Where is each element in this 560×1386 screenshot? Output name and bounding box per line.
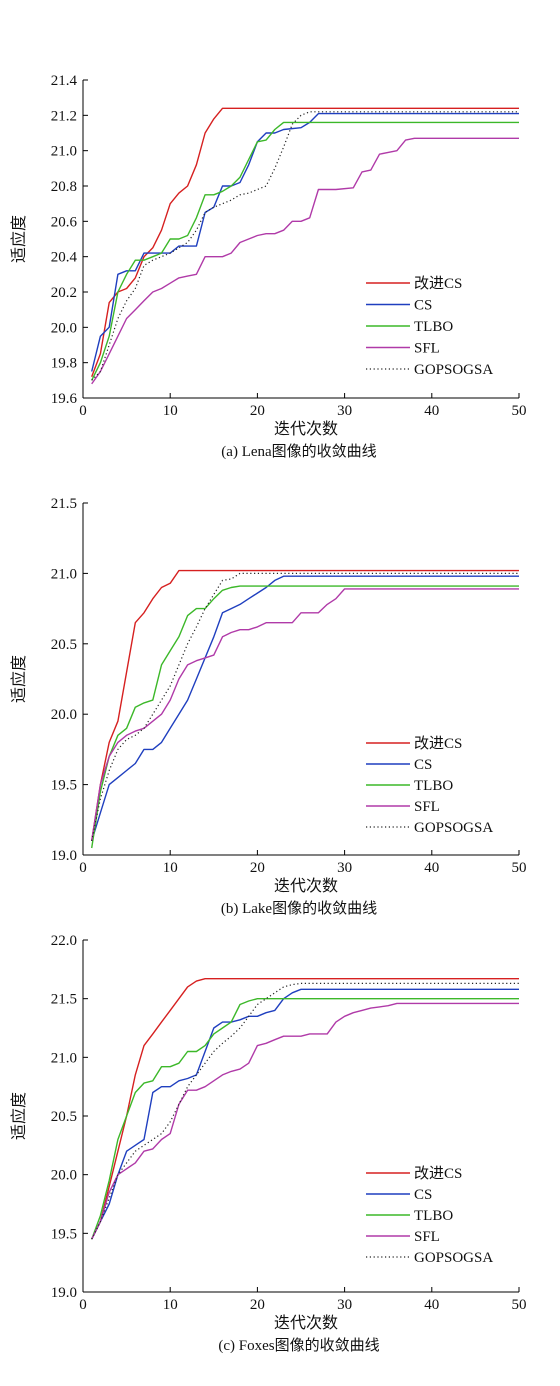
x-tick-label: 50 — [512, 1297, 527, 1313]
y-axis-label: 适应度 — [9, 1092, 28, 1140]
series-line-SFL — [91, 137, 519, 385]
y-tick-label: 21.5 — [51, 496, 77, 512]
legend-label: CS — [414, 1187, 432, 1203]
x-tick-label: 50 — [512, 403, 527, 419]
legend-label: CS — [414, 298, 432, 314]
series-line-GOPSOGSA — [91, 111, 519, 381]
y-tick-label: 20.0 — [51, 1168, 77, 1184]
x-axis-label: 迭代次数 — [274, 877, 338, 895]
y-tick-label: 21.0 — [51, 566, 77, 582]
y-tick-label: 20.5 — [51, 637, 77, 653]
legend-label: TLBO — [414, 778, 453, 794]
legend-label: GOPSOGSA — [414, 820, 493, 836]
series-line-TLBO — [91, 121, 519, 381]
y-axis-label: 适应度 — [9, 655, 28, 703]
legend-label: CS — [414, 757, 432, 773]
legend-label: SFL — [414, 1229, 440, 1245]
y-tick-label: 19.0 — [51, 1285, 77, 1301]
y-axis-label: 适应度 — [9, 215, 28, 263]
legend-label: 改进CS — [414, 275, 462, 292]
chart-panel-0: 19.6 19.8 20.0 20.2 20.4 20.6 20.8 21.0 21.2 21.4… — [9, 73, 527, 460]
y-tick-label: 20.2 — [51, 285, 77, 301]
y-tick-label: 20.6 — [51, 214, 78, 230]
series-line-CS — [91, 988, 519, 1240]
chart-panel-1: 19.0 19.5 20.0 20.5 21.0 21.5 0 10 20 30 40 50 迭代次数 适… — [9, 496, 527, 917]
series-line-改进CS — [91, 107, 519, 378]
x-tick-label: 0 — [79, 403, 87, 419]
series-line-SFL — [91, 1002, 519, 1240]
series-line-CS — [91, 575, 519, 842]
series-line-改进CS — [91, 569, 519, 842]
y-tick-label: 21.2 — [51, 108, 77, 124]
x-axis-label: 迭代次数 — [274, 420, 338, 438]
series-line-GOPSOGSA — [91, 982, 519, 1240]
chart-caption: (a) Lena图像的收敛曲线 — [221, 443, 376, 460]
x-tick-label: 20 — [250, 860, 265, 876]
y-tick-label: 20.0 — [51, 320, 77, 336]
x-tick-label: 0 — [79, 1297, 87, 1313]
series-line-TLBO — [91, 998, 519, 1240]
x-tick-label: 20 — [250, 1297, 265, 1313]
x-tick-label: 0 — [79, 860, 87, 876]
y-tick-label: 19.8 — [51, 356, 77, 372]
y-tick-label: 21.0 — [51, 1050, 77, 1066]
x-tick-label: 10 — [163, 860, 178, 876]
x-axis-label: 迭代次数 — [274, 1314, 338, 1332]
x-tick-label: 10 — [163, 1297, 178, 1313]
x-tick-label: 20 — [250, 403, 265, 419]
x-tick-label: 30 — [337, 403, 352, 419]
x-tick-label: 30 — [337, 1297, 352, 1313]
series-line-改进CS — [91, 978, 519, 1240]
legend-label: GOPSOGSA — [414, 362, 493, 378]
x-tick-label: 10 — [163, 403, 178, 419]
legend-label: TLBO — [414, 319, 453, 335]
series-line-GOPSOGSA — [91, 572, 519, 842]
chart-caption: (c) Foxes图像的收敛曲线 — [218, 1337, 379, 1354]
y-tick-label: 19.6 — [51, 391, 78, 407]
y-tick-label: 20.4 — [51, 250, 78, 266]
series-line-TLBO — [91, 585, 519, 849]
y-tick-label: 20.5 — [51, 1109, 77, 1125]
y-tick-label: 20.8 — [51, 179, 77, 195]
legend-label: TLBO — [414, 1208, 453, 1224]
series-line-SFL — [91, 588, 519, 842]
chart-panel-2: 19.0 19.5 20.0 20.5 21.0 21.5 22.0 0 10 20 30 40 50 迭… — [9, 933, 527, 1354]
x-tick-label: 30 — [337, 860, 352, 876]
legend-label: GOPSOGSA — [414, 1250, 493, 1266]
y-tick-label: 19.5 — [51, 778, 77, 794]
x-tick-label: 50 — [512, 860, 527, 876]
legend-label: SFL — [414, 799, 440, 815]
legend-label: 改进CS — [414, 1165, 462, 1182]
x-tick-label: 40 — [424, 1297, 439, 1313]
y-tick-label: 21.0 — [51, 144, 77, 160]
y-tick-label: 21.4 — [51, 73, 78, 89]
x-tick-label: 40 — [424, 860, 439, 876]
x-tick-label: 40 — [424, 403, 439, 419]
y-tick-label: 22.0 — [51, 933, 77, 949]
y-tick-label: 19.0 — [51, 848, 77, 864]
chart-caption: (b) Lake图像的收敛曲线 — [221, 900, 377, 917]
legend-label: 改进CS — [414, 735, 462, 752]
y-tick-label: 21.5 — [51, 992, 77, 1008]
y-tick-label: 19.5 — [51, 1226, 77, 1242]
legend-label: SFL — [414, 341, 440, 357]
y-tick-label: 20.0 — [51, 707, 77, 723]
